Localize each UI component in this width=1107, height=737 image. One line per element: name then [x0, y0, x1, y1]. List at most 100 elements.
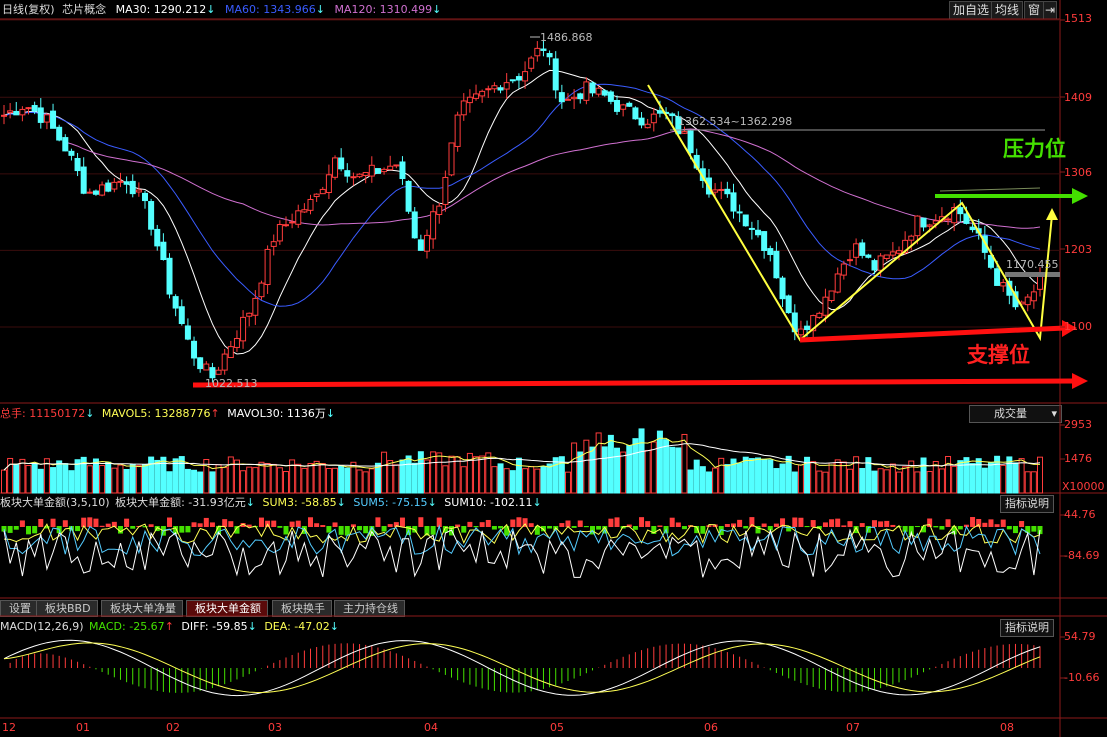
tab-bigorder-amount[interactable]: 板块大单金额 [186, 600, 268, 617]
candle-body [828, 290, 835, 302]
volume-bar [810, 461, 817, 494]
candle-body [987, 254, 994, 268]
volume-bar [479, 455, 486, 494]
bigorder-bar [761, 523, 767, 527]
volume-bar [994, 455, 1001, 494]
bigorder-bar [1025, 526, 1031, 534]
sum3-legend: SUM3: -58.85 [262, 496, 337, 509]
period-label[interactable]: 日线(复权) [2, 3, 55, 16]
volume-bar [564, 471, 571, 494]
volume-bar [25, 465, 32, 494]
candle-body [736, 211, 743, 214]
macd-bars [3, 639, 1041, 697]
candle-body [289, 221, 296, 224]
chevron-down-icon: ▾ [1051, 407, 1057, 420]
volume-bar [736, 462, 743, 494]
dea-value: DEA: -47.02 [264, 620, 330, 633]
macd-help-button[interactable]: 指标说明 [1000, 619, 1054, 637]
volume-bar [687, 469, 694, 494]
candle-body [319, 188, 326, 195]
candle-body [442, 176, 449, 205]
volume-bar [13, 463, 20, 494]
candle-body [1, 114, 7, 117]
bigorder-bar [173, 526, 179, 534]
volume-bar [344, 467, 351, 494]
down-arrow-icon: ↓ [245, 496, 255, 509]
candle-body [350, 176, 357, 179]
bigorder-bar [479, 522, 485, 527]
bigorder-bar [485, 519, 491, 527]
bigorder-bar [240, 523, 246, 527]
bigorder-bar [510, 519, 516, 527]
candle-body [264, 248, 271, 286]
bigorder-bar [179, 526, 185, 533]
bigorder-bar [847, 521, 853, 527]
candle-body [154, 228, 161, 247]
bigorder-bar [234, 526, 240, 534]
bigorder-bar [117, 526, 123, 534]
volume-bar [914, 471, 921, 494]
candle-body [215, 369, 222, 375]
pressure-label: 压力位 [1003, 137, 1066, 161]
recent-annotation: 1170.455 [1006, 258, 1059, 271]
ma30-legend: MA30: 1290.212 [115, 3, 207, 16]
candle-body [405, 180, 412, 212]
volume-bar [62, 463, 69, 494]
down-arrow-icon: ↓ [427, 496, 437, 509]
bigorder-bar [203, 517, 209, 527]
bigorder-bar [859, 523, 865, 527]
volume-bar [448, 455, 455, 494]
volume-bar [638, 428, 645, 494]
volume-bar [68, 470, 75, 494]
exit-icon[interactable]: ⇥ [1043, 1, 1057, 20]
range-annotation: 1362.534~1362.298 [678, 115, 793, 128]
bigorder-bar [142, 526, 148, 528]
bigorder-bar [871, 520, 877, 527]
axes [1060, 19, 1065, 679]
candle-body [43, 114, 50, 123]
bigorder-help-button[interactable]: 指标说明 [1000, 495, 1054, 513]
candle-body [816, 312, 823, 318]
diff-line [3, 639, 1041, 697]
volume-bar [626, 444, 633, 494]
ma120-line [65, 128, 1041, 229]
candle-body [13, 110, 20, 116]
overlays [192, 36, 1088, 389]
bigorder-bar [694, 526, 700, 534]
candle-body [117, 180, 124, 183]
volume-bar [932, 461, 939, 494]
volume-bar [963, 457, 970, 494]
bigorder-bar [853, 526, 859, 534]
down-arrow-icon: ↓ [206, 3, 216, 16]
candle-body [969, 226, 976, 231]
volume-bar [742, 456, 749, 494]
volume-bar [362, 471, 369, 494]
tab-bbd[interactable]: 板块BBD [36, 600, 98, 617]
candle-body [742, 214, 749, 227]
candle-body [515, 76, 522, 81]
volume-bar [981, 467, 988, 494]
volume-bar [1037, 456, 1043, 494]
candle-body [209, 367, 216, 379]
volume-bar [534, 468, 541, 494]
price-grid [0, 19, 1060, 328]
candle-body [399, 161, 406, 180]
candle-body [240, 316, 247, 342]
candle-body [589, 82, 596, 94]
volume-bar [644, 449, 651, 494]
bigorder-legend: 板块大单金额(3,5,10) 板块大单金额: -31.93亿元↓ SUM3: -… [0, 496, 542, 510]
bigorder-tick: -84.69 [1064, 549, 1100, 562]
candle-body [951, 206, 958, 224]
bigorder-bar [829, 519, 835, 527]
add-watchlist-button[interactable]: 加自选 [949, 1, 994, 20]
support-label: 支撑位 [967, 343, 1030, 367]
indicator-select[interactable]: 成交量 ▾ [969, 405, 1062, 423]
candle-body [522, 71, 529, 82]
macd-legend: MACD(12,26,9) MACD: -25.67↑ DIFF: -59.85… [0, 620, 339, 634]
volume-bar [338, 465, 345, 494]
volume-bar [558, 456, 565, 494]
tab-settings[interactable]: 设置 [0, 600, 38, 617]
candle-body [282, 224, 289, 227]
bigorder-bar [314, 523, 320, 527]
